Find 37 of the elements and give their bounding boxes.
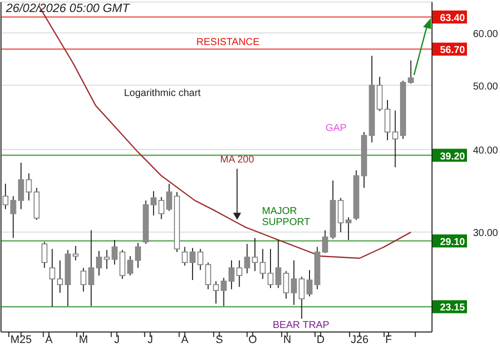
x-tick-label: F bbox=[385, 334, 392, 346]
y-tick-label: 30.00 bbox=[472, 228, 498, 240]
y-tick-label: 50.00 bbox=[472, 81, 498, 92]
ref-line-label: 23.15 bbox=[440, 302, 466, 314]
candlestick bbox=[41, 241, 48, 268]
annotation: GAP bbox=[325, 123, 347, 134]
x-tick-label: M25 bbox=[10, 334, 32, 346]
x-tick-label: S bbox=[216, 334, 223, 346]
x-tick-label: M bbox=[78, 334, 88, 346]
x-tick-label: A bbox=[181, 334, 190, 346]
ref-line-label: 63.40 bbox=[440, 13, 466, 24]
candlestick bbox=[306, 270, 312, 297]
candlestick bbox=[408, 60, 414, 84]
y-tick-label: 60.00 bbox=[472, 28, 498, 40]
candlestick bbox=[57, 260, 64, 294]
candlestick bbox=[49, 248, 56, 308]
candlestick bbox=[96, 250, 102, 276]
y-tick-label: 40.00 bbox=[472, 145, 498, 156]
annotation: Logarithmic chart bbox=[124, 88, 201, 99]
x-tick-label: D bbox=[316, 334, 325, 346]
ref-line-label: 29.10 bbox=[440, 236, 466, 248]
x-tick-label: A bbox=[45, 334, 54, 346]
annotation: RESISTANCE bbox=[196, 37, 260, 48]
annotation: BEAR TRAP bbox=[272, 320, 330, 331]
candlestick bbox=[268, 248, 274, 289]
x-tick-label: J26 bbox=[350, 334, 368, 346]
x-tick-label: J bbox=[147, 334, 153, 346]
x-tick-label: O bbox=[248, 334, 258, 346]
candlestick bbox=[134, 242, 141, 268]
ref-line-label: 39.20 bbox=[440, 151, 466, 162]
annotation: MAJOR SUPPORT bbox=[262, 206, 310, 228]
ref-line-label: 56.70 bbox=[440, 45, 466, 56]
x-tick-label: J bbox=[114, 334, 120, 346]
x-tick-label: N bbox=[283, 334, 292, 346]
text: MA 200 bbox=[220, 154, 254, 166]
candlestick bbox=[228, 260, 235, 290]
candlestick bbox=[345, 216, 352, 240]
